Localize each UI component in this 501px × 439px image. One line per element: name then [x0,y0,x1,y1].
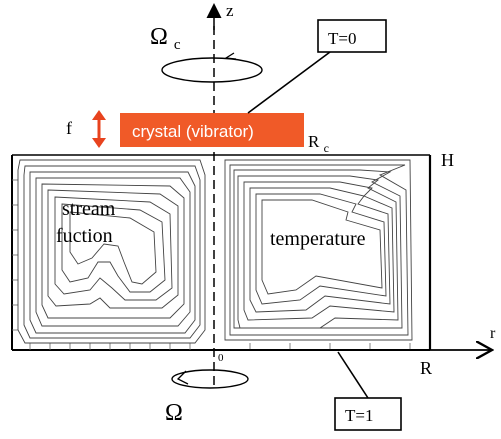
origin-label: 0 [218,352,224,364]
crystal-radius-text-subscript: c [324,141,329,155]
stream-function-contours [17,159,206,344]
height-label: H [441,150,454,170]
omega-label: Ω [165,400,183,426]
frequency-label: f [66,118,72,138]
t1-label: T=1 [345,406,373,425]
r-axis-label: r [490,325,496,342]
crystal-radius-label: R c [308,132,329,155]
radius-label: R [420,358,432,378]
t0-leader [247,51,331,114]
omega-c-text: Ω [150,24,168,50]
rotation-top-icon [161,52,263,83]
t1-box [334,397,402,431]
rotation-bottom-icon [171,369,249,389]
vibration-arrow-icon [92,110,106,148]
stream-label-line1: stream [62,198,116,220]
t0-label: T=0 [328,29,356,48]
omega-c-label: Ω c [150,24,181,53]
crystal-block [120,113,304,147]
t0-box [317,19,387,53]
z-axis-label: z [226,1,234,20]
temperature-label: temperature [270,228,366,250]
t1-leader [337,351,369,399]
crystal-radius-text: R [308,132,320,151]
left-ticks [12,179,18,331]
temperature-contours [224,159,413,341]
omega-c-text-subscript: c [174,37,181,53]
stream-label-line2: fuction [56,225,113,247]
bottom-ticks [29,343,411,350]
crystal-label: crystal (vibrator) [132,122,254,141]
